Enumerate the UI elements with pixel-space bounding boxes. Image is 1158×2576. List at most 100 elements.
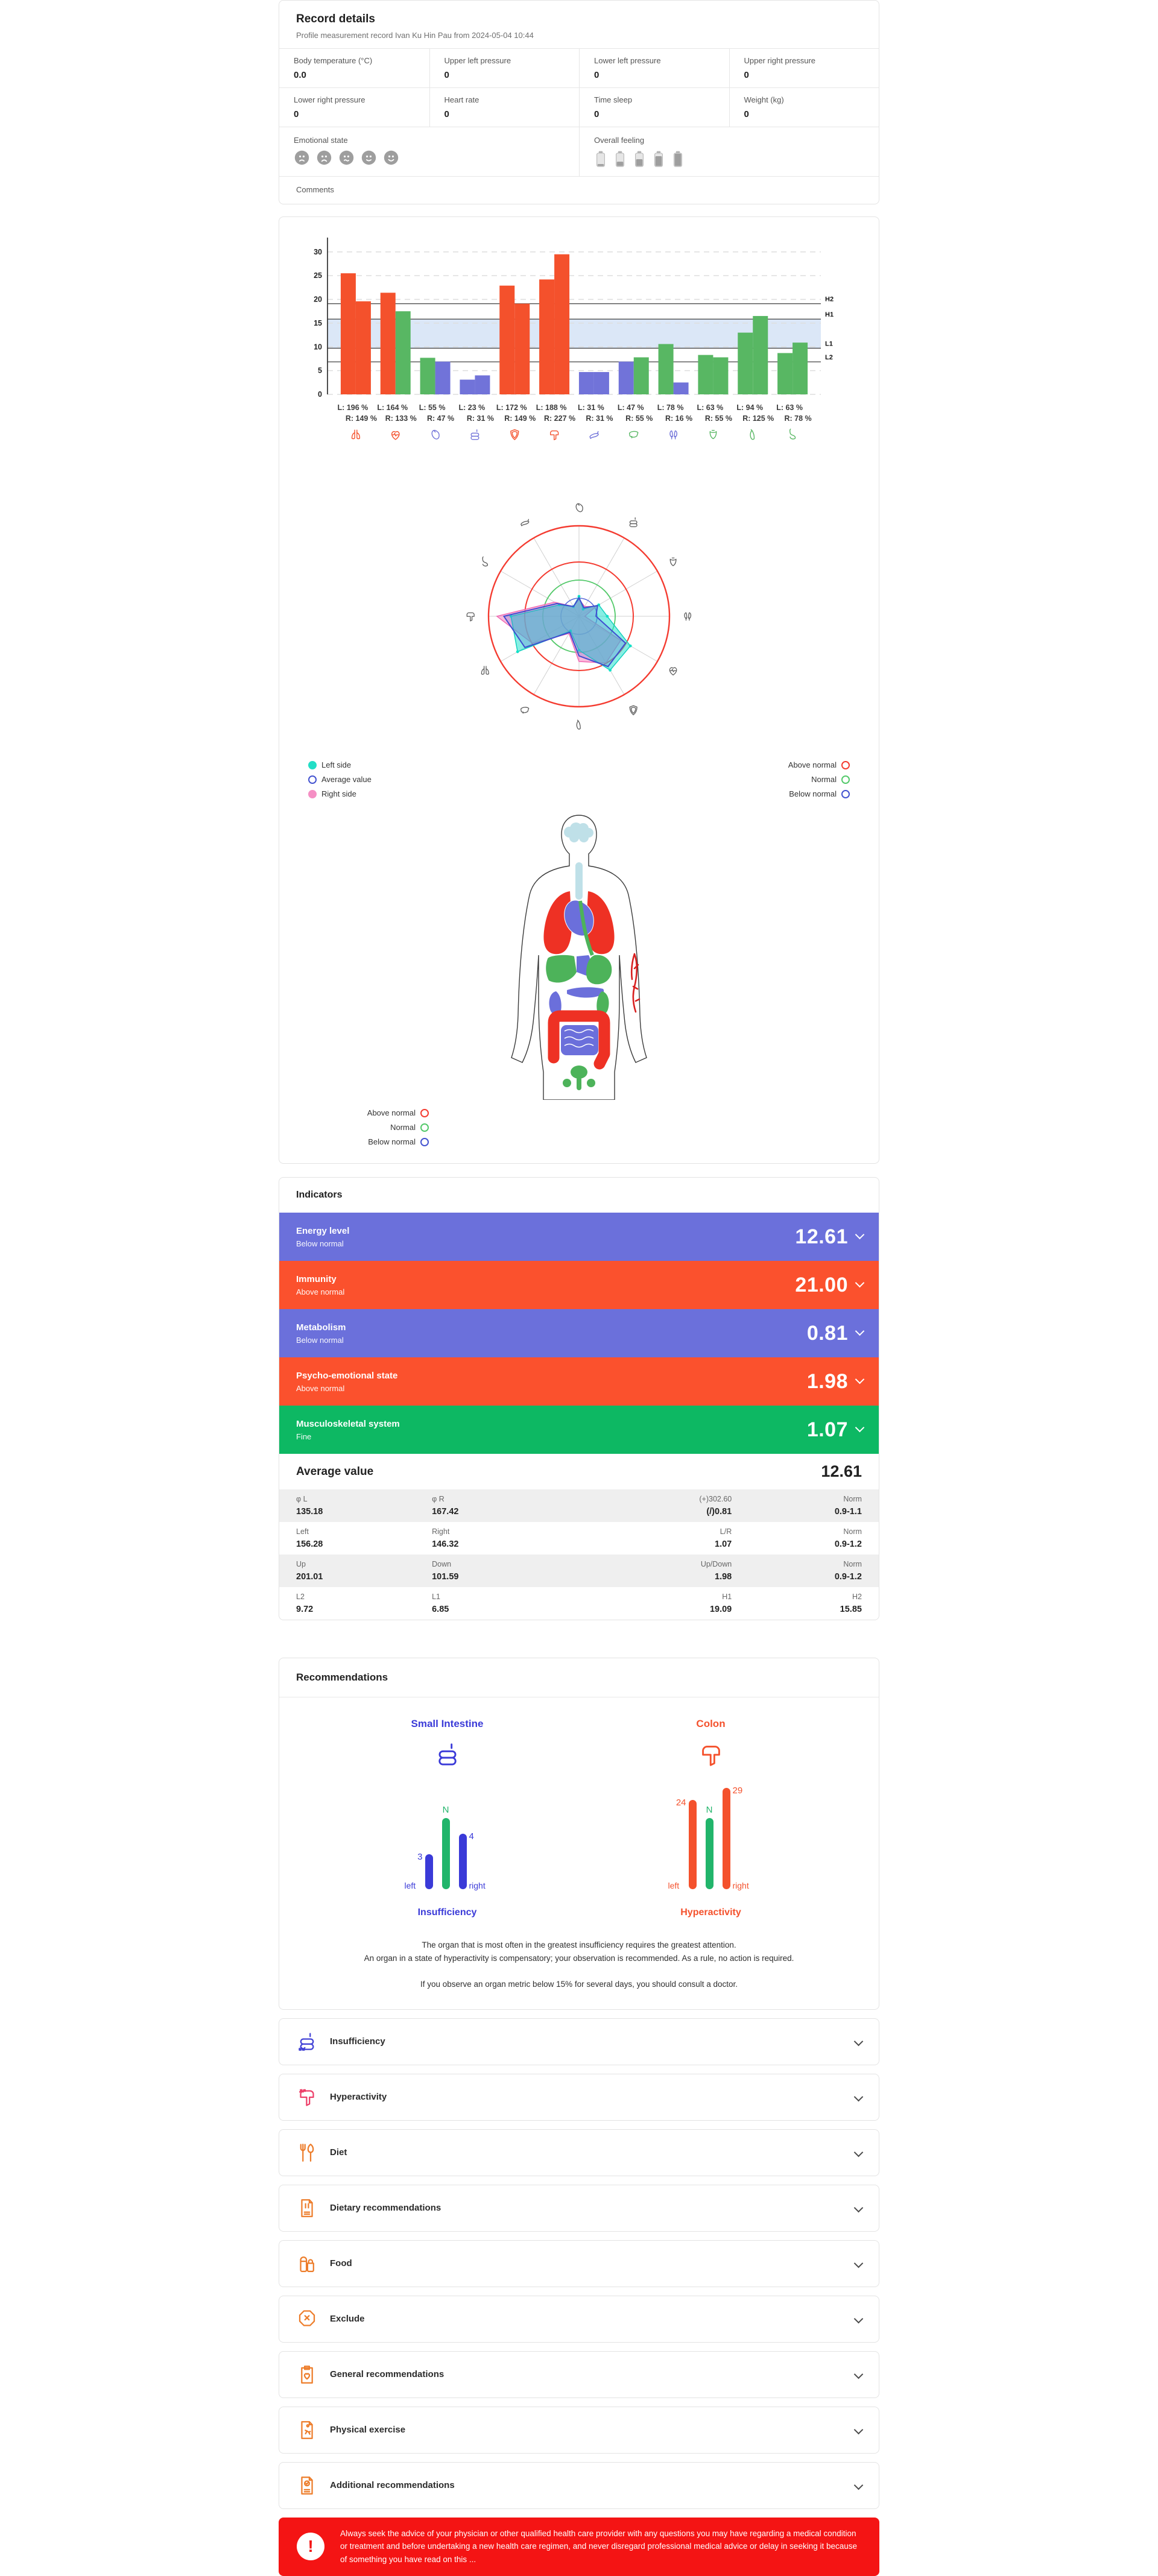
cutlery-icon xyxy=(300,2143,314,2162)
organ-name: Colon xyxy=(696,1718,726,1729)
indicator-psycho-emotional[interactable]: Psycho-emotional state Above normal 1.98 xyxy=(279,1357,879,1406)
accordion-label: Additional recommendations xyxy=(330,2480,455,2491)
normal-swatch xyxy=(841,775,850,784)
accordion-insufficiency[interactable]: Insufficiency xyxy=(279,2018,879,2065)
very-sad-face-icon[interactable] xyxy=(294,150,310,166)
svg-text:R: 16 %: R: 16 % xyxy=(665,414,692,423)
comments-field[interactable]: Comments xyxy=(279,176,879,204)
battery-level-5-icon[interactable] xyxy=(671,150,685,169)
pancreas-icon xyxy=(520,519,530,526)
svg-text:R: 149 %: R: 149 % xyxy=(346,414,377,423)
svg-text:20: 20 xyxy=(314,295,322,304)
svg-text:30: 30 xyxy=(314,248,322,256)
liver-icon xyxy=(628,431,639,438)
bar-group-pericardium: L: 164 % R: 133 % xyxy=(377,292,417,440)
chevron-down-icon[interactable] xyxy=(853,2314,864,2324)
chevron-down-icon[interactable] xyxy=(853,2037,864,2047)
stat-l1: L1 6.85 xyxy=(432,1593,449,1614)
chevron-down-icon[interactable] xyxy=(853,2259,864,2268)
svg-text:5: 5 xyxy=(318,367,322,375)
overall-feeling-picker[interactable] xyxy=(594,150,864,169)
heart-organ-icon xyxy=(575,503,583,513)
gallbladder-icon xyxy=(576,719,581,730)
chevron-down-icon[interactable] xyxy=(853,2370,864,2379)
chevron-down-icon[interactable] xyxy=(855,1374,865,1384)
chevron-down-icon[interactable] xyxy=(853,2425,864,2435)
accordion-food[interactable]: Food xyxy=(279,2240,879,2287)
happy-face-icon[interactable] xyxy=(361,150,377,166)
battery-level-1-icon[interactable] xyxy=(594,150,607,169)
accordion-diet[interactable]: Diet xyxy=(279,2129,879,2176)
accordion-physical-exercise[interactable]: Physical exercise xyxy=(279,2406,879,2454)
chevron-down-icon[interactable] xyxy=(853,2481,864,2490)
organ-state-label: Hyperactivity xyxy=(680,1907,741,1918)
neutral-face-icon[interactable] xyxy=(338,150,355,166)
bar-group-immune-system: L: 172 % R: 149 % xyxy=(496,285,536,440)
colon-icon xyxy=(549,430,559,441)
stomach-icon xyxy=(482,556,489,567)
battery-level-4-icon[interactable] xyxy=(652,150,665,169)
sad-face-icon[interactable] xyxy=(316,150,332,166)
accordion-general-recommendations[interactable]: General recommendations xyxy=(279,2350,879,2398)
stat-down: Down 101.59 xyxy=(432,1560,459,1582)
small-intestine-icon xyxy=(438,1743,457,1766)
chevron-down-icon[interactable] xyxy=(853,2203,864,2213)
lungs-icon xyxy=(481,666,489,675)
immune-system-icon xyxy=(510,429,519,440)
left-right-comparison-chart: 3 N 4 left right xyxy=(404,1805,486,1890)
stat-norm: Norm 0.9-1.2 xyxy=(834,1527,862,1549)
octagon-x-icon xyxy=(299,2310,315,2326)
chevron-down-icon[interactable] xyxy=(855,1422,865,1432)
very-happy-face-icon[interactable] xyxy=(383,150,399,166)
body-legend-normal: Normal xyxy=(308,1123,429,1132)
record-subtitle: Profile measurement record Ivan Ku Hin P… xyxy=(296,31,534,40)
indicator-metabolism[interactable]: Metabolism Below normal 0.81 xyxy=(279,1309,879,1357)
svg-text:L: 55 %: L: 55 % xyxy=(419,403,446,412)
battery-level-2-icon[interactable] xyxy=(613,150,627,169)
stat-up-down: Up/Down 1.98 xyxy=(700,1560,732,1582)
small-intestine-icon xyxy=(470,429,479,440)
stat-norm: Norm 0.9-1.1 xyxy=(834,1495,862,1517)
page-title: Record details xyxy=(296,13,375,25)
indicator-musculoskeletal[interactable]: Musculoskeletal system Fine 1.07 xyxy=(279,1406,879,1454)
accordion-dietary-recommendations[interactable]: Dietary recommendations xyxy=(279,2184,879,2232)
emotional-state-picker[interactable] xyxy=(294,150,565,166)
body-legend-above-normal: Above normal xyxy=(308,1108,429,1117)
stat-right: Right 146.32 xyxy=(432,1527,459,1549)
indicator-energy-level[interactable]: Energy level Below normal 12.61 xyxy=(279,1213,879,1261)
svg-text:R: 133 %: R: 133 % xyxy=(385,414,417,423)
below-normal-swatch xyxy=(420,1137,429,1146)
indicator-immunity[interactable]: Immunity Above normal 21.00 xyxy=(279,1261,879,1309)
stat--302-60: (+)302.60 (/)0.81 xyxy=(699,1495,732,1517)
intestine-down-icon xyxy=(299,2033,314,2051)
field-body-temperature: Body temperature (°C) 0.0 xyxy=(294,56,373,80)
body-organ-diagram xyxy=(279,803,879,1100)
chevron-down-icon[interactable] xyxy=(855,1278,865,1287)
chevron-down-icon[interactable] xyxy=(855,1326,865,1336)
bladder-icon xyxy=(669,557,677,566)
radar-chart-svg xyxy=(466,503,692,730)
meridian-radar-chart xyxy=(279,472,879,758)
battery-level-3-icon[interactable] xyxy=(633,150,646,169)
recommendation-notes: The organ that is most often in the grea… xyxy=(364,1940,794,1989)
charts-card: 0 5 10 15 20 25 30 H2 H1 L1 L2 L: 196 % R: 149 % L: 1… xyxy=(279,216,879,1164)
accordion-label: Diet xyxy=(330,2147,347,2158)
svg-text:H2: H2 xyxy=(825,296,834,303)
chevron-down-icon[interactable] xyxy=(855,1230,865,1239)
accordion-hyperactivity[interactable]: Hyperactivity xyxy=(279,2073,879,2121)
field-weight: Weight (kg) 0 xyxy=(729,87,879,127)
bladder-icon xyxy=(709,429,717,440)
meridian-bar-chart: 0 5 10 15 20 25 30 H2 H1 L1 L2 L: 196 % R: 149 % L: 1… xyxy=(279,217,879,472)
bar-group-colon: L: 188 % R: 227 % xyxy=(536,254,575,441)
measurement-fields-grid: Body temperature (°C) 0.0 Upper left pre… xyxy=(279,48,879,127)
disclaimer-text: Always seek the advice of your physician… xyxy=(340,2528,858,2564)
stat-up: Up 201.01 xyxy=(296,1560,323,1582)
chevron-down-icon[interactable] xyxy=(853,2092,864,2102)
organ-name: Small Intestine xyxy=(411,1718,484,1729)
accordion-exclude[interactable]: Exclude xyxy=(279,2295,879,2343)
accordion-additional-recommendations[interactable]: Additional recommendations xyxy=(279,2461,879,2509)
organ-comparison: Small Intestine 3 N 4 left right Insufficiency… xyxy=(279,1697,879,1918)
svg-text:L: 78 %: L: 78 % xyxy=(657,403,684,412)
chevron-down-icon[interactable] xyxy=(853,2148,864,2158)
svg-text:R: 125 %: R: 125 % xyxy=(742,414,774,423)
